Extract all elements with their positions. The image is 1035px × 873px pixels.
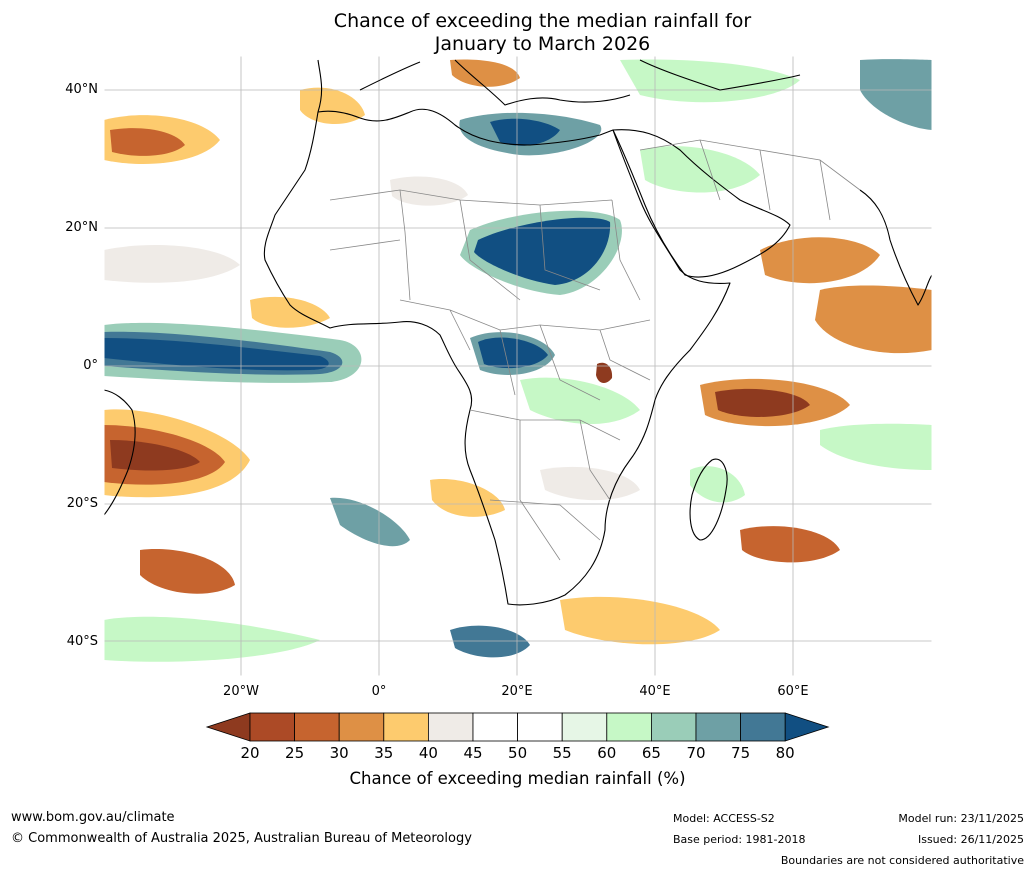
colorbar-tick-label: 25: [285, 744, 305, 762]
graticule: [104, 56, 932, 676]
colorbar-cell: [383, 712, 429, 742]
website-link[interactable]: www.bom.gov.au/climate: [11, 810, 175, 825]
colorbar-cell: [427, 712, 474, 742]
patch-dry-sw-core: [110, 440, 200, 471]
border-lines-north: [329, 189, 641, 301]
colorbar-cell: [740, 712, 786, 742]
patch-atlantic-wet-core: [104, 338, 329, 371]
lat-label-20s: 20°S: [66, 496, 98, 511]
coastline-africa: [263, 108, 731, 606]
coastline-arabia: [612, 129, 791, 278]
border-lines-central: [399, 299, 651, 401]
patch-dry-indian-ocean: [815, 285, 932, 354]
colorbar-cell: [606, 712, 652, 742]
copyright-text: © Commonwealth of Australia 2025, Austra…: [11, 831, 472, 846]
patch-safr-wet: [450, 625, 530, 658]
colorbar-tick-label: 50: [508, 744, 528, 762]
issued-text: Issued: 26/11/2025: [917, 833, 1024, 846]
colorbar-tick-label: 30: [329, 744, 349, 762]
colorbar-tick-label: 20: [240, 744, 260, 762]
colorbar-tick-label: 70: [686, 744, 706, 762]
lat-label-40n: 40°N: [65, 82, 98, 97]
colorbar-cell: [249, 712, 295, 742]
colorbar-tick-label: 80: [775, 744, 795, 762]
colorbar-tick-label: 35: [374, 744, 394, 762]
lon-label-40e: 40°E: [639, 684, 671, 699]
colorbar-cells: [205, 712, 830, 742]
lon-label-60e: 60°E: [777, 684, 809, 699]
colorbar-tick-label: 75: [731, 744, 751, 762]
colorbar-cell: [338, 712, 385, 742]
patch-satl-wet: [330, 497, 410, 547]
colorbar-tick-label: 60: [597, 744, 617, 762]
patch-dry-eafrica: [596, 362, 613, 384]
model-text: Model: ACCESS-S2: [673, 812, 775, 825]
lon-label-20e: 20°E: [501, 684, 533, 699]
colorbar-cell: [294, 712, 340, 742]
country-borders: [329, 139, 861, 561]
colorbar-cell: [517, 712, 563, 742]
model-run-text: Model run: 23/11/2025: [898, 812, 1024, 825]
patch-dry-s-atlantic: [140, 549, 235, 594]
border-lines-asia: [639, 139, 861, 221]
colorbar-tick-label: 65: [641, 744, 661, 762]
lat-label-40s: 40°S: [66, 634, 98, 649]
patch-dry-gulf: [250, 296, 330, 328]
boundaries-note: Boundaries are not considered authoritat…: [780, 854, 1024, 867]
patch-green-5: [104, 616, 320, 662]
colorbar-extend-high: [784, 712, 830, 742]
colorbar-cell: [561, 712, 608, 742]
colorbar-tick-label: 55: [552, 744, 572, 762]
patch-grey-1: [104, 245, 240, 283]
lat-label-0: 0°: [83, 358, 98, 373]
patch-dry-madagascar-core: [715, 388, 810, 417]
patch-green-2: [640, 146, 760, 193]
border-lines-south: [469, 409, 621, 561]
chart-title-line2: January to March 2026: [434, 33, 651, 55]
patch-dry-nw-core: [110, 128, 185, 156]
base-period-text: Base period: 1981-2018: [673, 833, 806, 846]
colorbar-tick-label: 40: [418, 744, 438, 762]
colorbar-extend-low: [205, 712, 251, 742]
colorbar-tick-label: 45: [463, 744, 483, 762]
colorbar-cell: [651, 712, 697, 742]
patch-dry-iberia: [300, 87, 365, 125]
coastline-south-america: [104, 389, 136, 516]
patch-med-wet-core: [490, 118, 560, 146]
coastline-madagascar: [689, 458, 728, 541]
lat-label-20n: 20°N: [65, 220, 98, 235]
patch-ne-wet: [860, 59, 932, 130]
patch-green-6: [820, 423, 932, 470]
patch-green-3: [520, 377, 640, 424]
patch-green-4: [690, 466, 745, 503]
colorbar-cell: [695, 712, 741, 742]
colorbar-cell: [472, 712, 518, 742]
coastline-europe: [317, 59, 801, 113]
coastlines: [104, 59, 932, 606]
patch-dry-south: [560, 596, 720, 645]
lon-label-20w: 20°W: [223, 684, 259, 699]
patch-sahel-wet-core: [474, 217, 611, 285]
patch-dry-arabia: [760, 237, 880, 284]
coastline-india: [859, 189, 932, 306]
colorbar-title: Chance of exceeding median rainfall (%): [349, 769, 686, 788]
patch-grey-2: [540, 466, 640, 501]
patch-dry-south-africa: [430, 479, 505, 517]
patch-dry-balkans: [450, 59, 520, 87]
map-frame: [103, 55, 933, 677]
chart-title-line1: Chance of exceeding the median rainfall …: [333, 10, 752, 32]
probability-patches: [104, 59, 932, 662]
patch-dry-se: [740, 526, 840, 563]
lon-label-0: 0°: [371, 684, 387, 699]
patch-congo-wet-core: [478, 337, 548, 369]
